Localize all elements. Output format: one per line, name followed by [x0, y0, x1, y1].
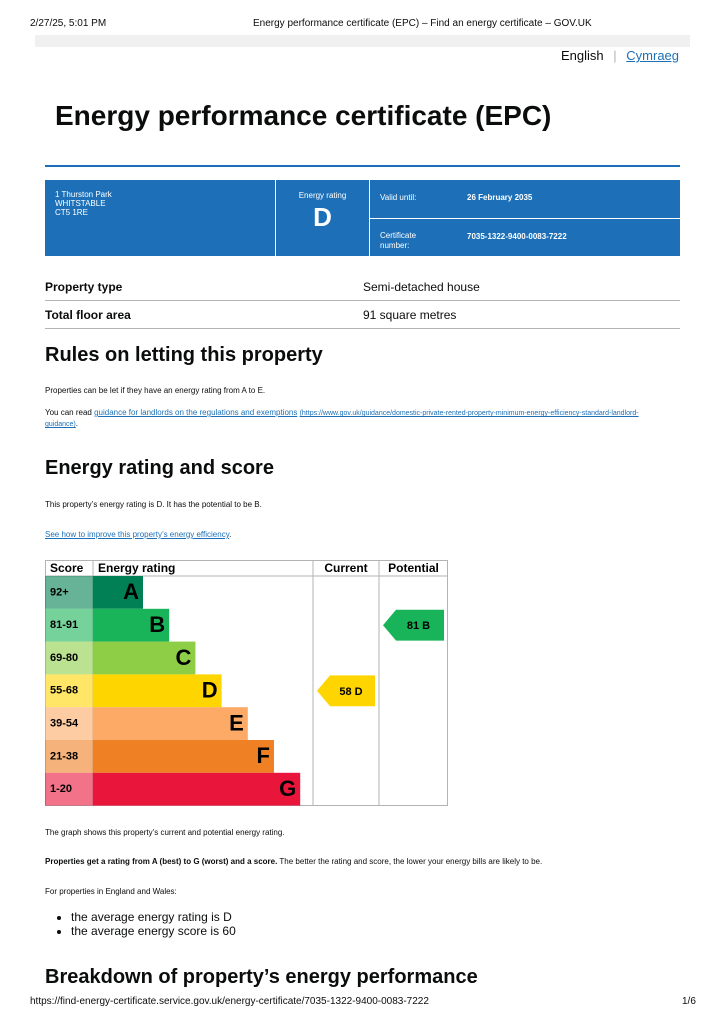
divider: [369, 180, 370, 256]
band-score: 1-20: [50, 783, 72, 795]
guidance-link[interactable]: guidance for landlords on the regulation…: [94, 408, 298, 417]
paragraph: The graph shows this property’s current …: [45, 828, 285, 837]
language-link[interactable]: Cymraeg: [626, 48, 680, 63]
rating: D: [313, 202, 332, 232]
score-cell: [45, 740, 93, 773]
cert-number: 7035-1322-9400-0083-7222: [467, 232, 567, 241]
paragraph: You can read guidance for landlords on t…: [45, 408, 665, 430]
footer-page: 1/6: [682, 996, 696, 1007]
average-list: the average energy rating is D the avera…: [45, 910, 236, 938]
band-letter: D: [202, 678, 218, 703]
band-score: 81-91: [50, 619, 78, 631]
text: You can read: [45, 408, 92, 417]
address-line: 1 Thurston Park: [55, 190, 112, 199]
divider: [370, 218, 680, 219]
band-score: 21-38: [50, 750, 78, 762]
band-letter: G: [279, 776, 296, 801]
address-line: WHITSTABLE: [55, 199, 106, 208]
language-switch: English | Cymraeg: [561, 48, 680, 63]
current-letter: D: [355, 686, 363, 698]
band-score: 69-80: [50, 652, 78, 664]
rating-band: [93, 740, 274, 773]
rating-label: Energy rating: [298, 191, 347, 200]
cert-label: Certificate number:: [380, 231, 417, 250]
score-cell: [45, 674, 93, 708]
column-header: Potential: [388, 561, 439, 575]
row-value: 91 square metres: [363, 308, 457, 322]
band-score: 92+: [50, 586, 69, 598]
paragraph: This property’s energy rating is D. It h…: [45, 500, 262, 509]
summary-box: 1 Thurston Park WHITSTABLE CT5 1RE Energ…: [45, 180, 680, 256]
score-cell: [45, 707, 93, 740]
footer-url: https://find-energy-certificate.service.…: [30, 996, 429, 1007]
band-score: 39-54: [50, 718, 79, 730]
print-date: 2/27/25, 5:01 PM: [30, 18, 107, 29]
score-cell: [45, 641, 93, 675]
page-title: Energy performance certificate (EPC): [55, 100, 552, 131]
text: .: [75, 419, 78, 428]
column-header: Score: [50, 561, 84, 575]
text-bold: Properties get a rating from A (best) to…: [45, 857, 278, 866]
potential-label: 81 B: [407, 620, 430, 632]
score-cell: [45, 772, 93, 806]
band-letter: B: [149, 612, 165, 637]
paragraph: See how to improve this property’s energ…: [45, 530, 231, 539]
section-heading: Breakdown of property’s energy performan…: [45, 966, 478, 988]
band-score: 55-68: [50, 685, 78, 697]
rating-band: [93, 772, 301, 806]
title-rule: [45, 165, 680, 167]
current-score: 58: [339, 686, 351, 698]
column-header: Energy rating: [98, 561, 175, 575]
improve-link[interactable]: See how to improve this property’s energ…: [45, 530, 230, 539]
column-header: Current: [324, 561, 367, 575]
band-letter: E: [229, 710, 244, 735]
property-row: Property type Semi-detached house: [45, 273, 680, 301]
address: 1 Thurston Park WHITSTABLE CT5 1RE: [55, 190, 112, 217]
band-letter: A: [123, 579, 139, 604]
row-value: Semi-detached house: [363, 280, 480, 294]
current-label: 58 D: [339, 686, 362, 698]
property-row: Total floor area 91 square metres: [45, 301, 680, 329]
rating-band: [93, 674, 222, 708]
current-arrow: [317, 675, 375, 707]
section-heading: Energy rating and score: [45, 457, 274, 479]
address-line: CT5 1RE: [55, 208, 88, 217]
list-item: the average energy score is 60: [71, 924, 236, 938]
band-letter: C: [176, 645, 192, 670]
text: The better the rating and score, the low…: [279, 857, 543, 866]
divider: [275, 180, 276, 256]
top-bar: [35, 35, 690, 47]
paragraph: For properties in England and Wales:: [45, 887, 177, 896]
potential-letter: B: [422, 620, 430, 632]
rating-band: [93, 576, 143, 609]
print-title: Energy performance certificate (EPC) – F…: [253, 18, 592, 29]
potential-arrow: [383, 609, 444, 641]
row-label: Total floor area: [45, 308, 131, 322]
score-cell: [45, 608, 93, 642]
guidance-url[interactable]: (https://www.gov.uk/guidance/domestic-pr…: [45, 410, 639, 428]
paragraph: Properties get a rating from A (best) to…: [45, 857, 542, 866]
list-item: the average energy rating is D: [71, 910, 236, 924]
language-current: English: [561, 48, 604, 63]
potential-score: 81: [407, 620, 419, 632]
rating-band: [93, 707, 248, 740]
rating-band: [93, 608, 170, 642]
section-heading: Rules on letting this property: [45, 344, 323, 366]
rating-band: [93, 641, 196, 675]
paragraph: Properties can be let if they have an en…: [45, 386, 266, 395]
epc-chart: Score Energy rating Current Potential 92+ A 81…: [45, 560, 448, 806]
row-label: Property type: [45, 280, 123, 294]
valid-label: Valid until:: [380, 193, 417, 202]
score-cell: [45, 576, 93, 609]
valid-until: 26 February 2035: [467, 193, 533, 202]
band-letter: F: [257, 743, 270, 768]
text: .: [229, 530, 232, 539]
